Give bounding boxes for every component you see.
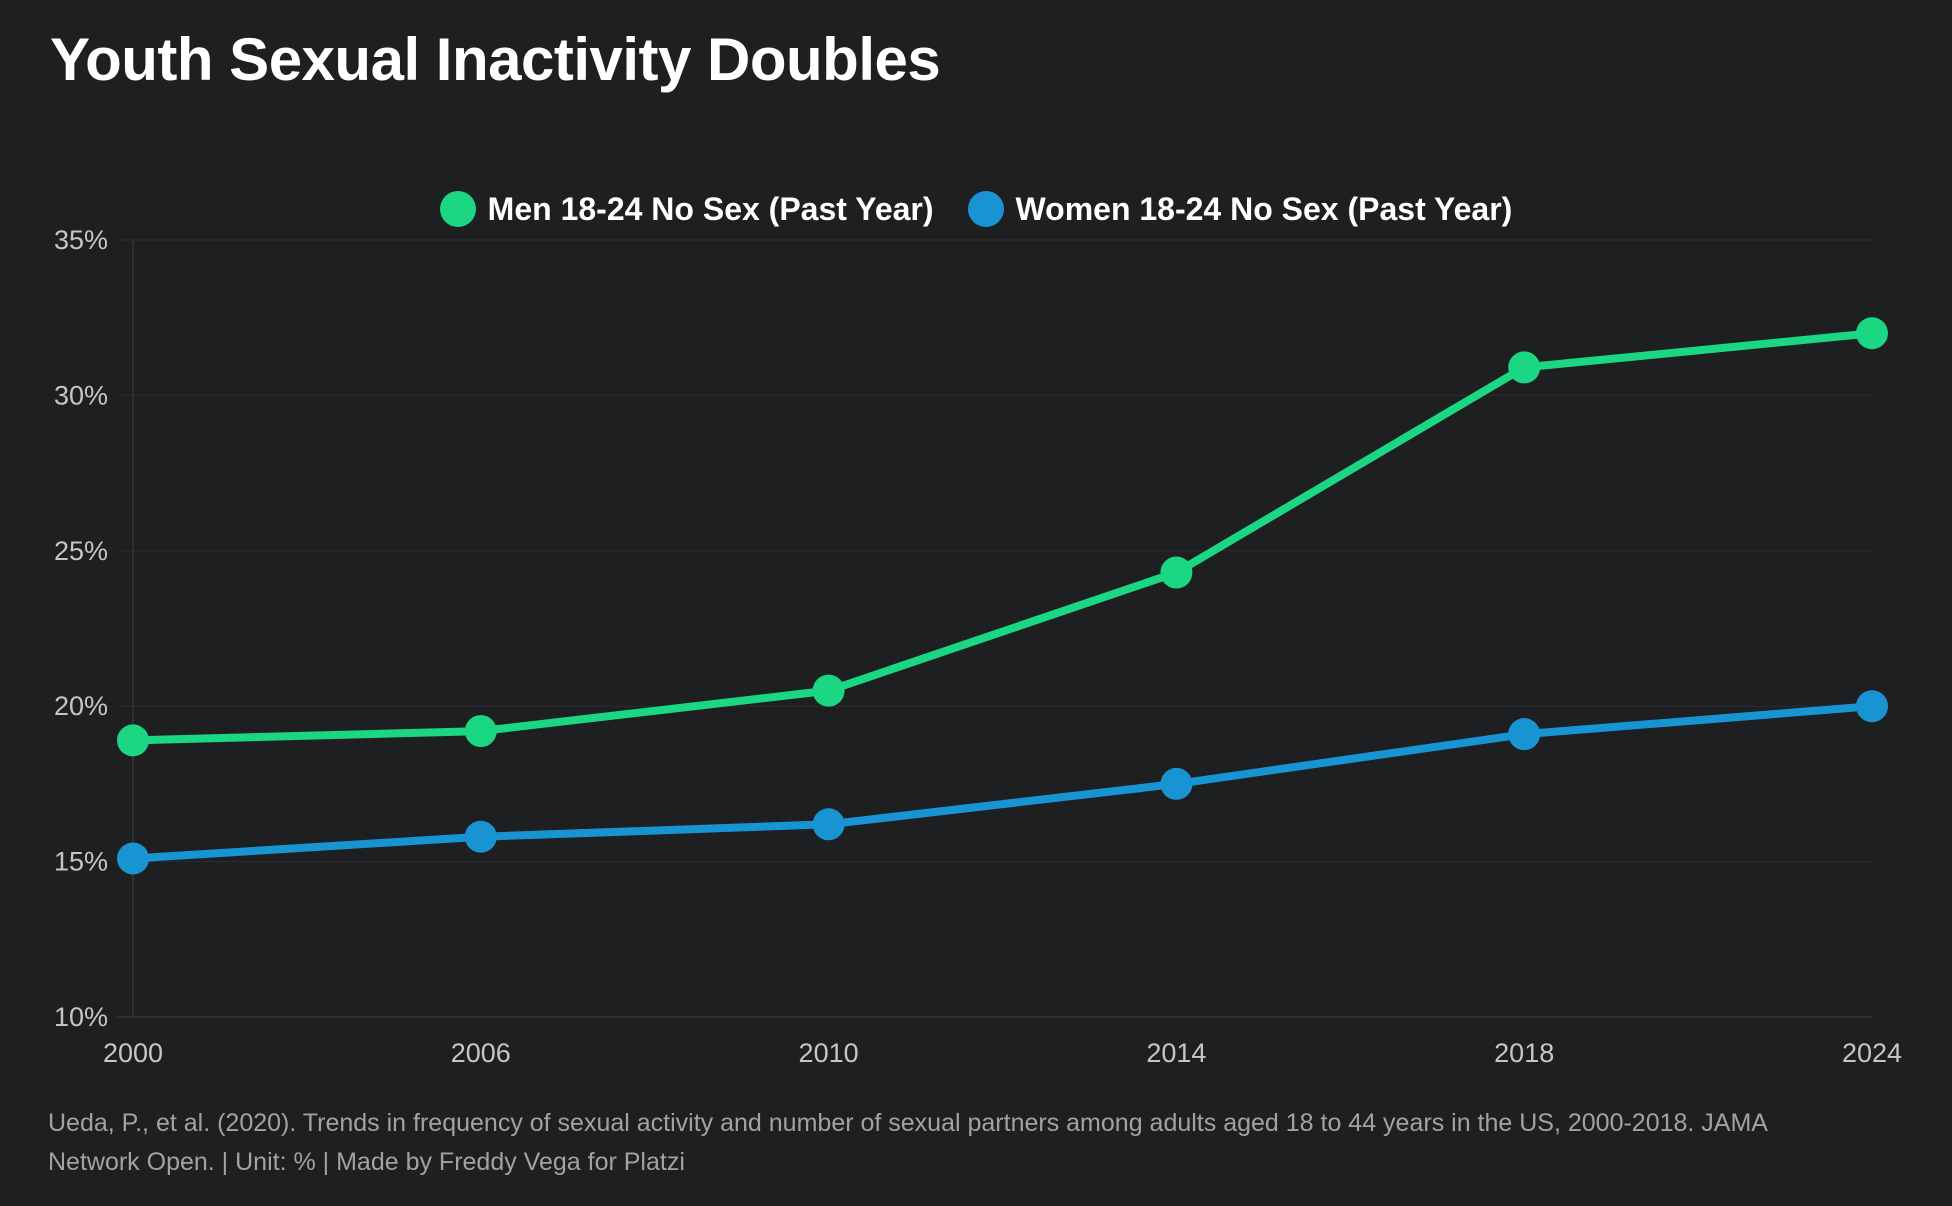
data-point-men-2014[interactable] (1160, 556, 1193, 589)
data-point-men-2000[interactable] (117, 724, 149, 757)
data-point-women-2000[interactable] (117, 842, 149, 875)
legend-marker-men-icon (439, 191, 476, 227)
legend-item-women[interactable]: Women 18-24 No Sex (Past Year) (967, 190, 1513, 228)
x-tick-label-2014: 2014 (1146, 1038, 1206, 1068)
y-tick-label-20: 20% (54, 691, 108, 721)
data-point-men-2006[interactable] (464, 715, 497, 748)
data-point-men-2018[interactable] (1508, 351, 1541, 384)
data-point-women-2010[interactable] (812, 808, 845, 841)
x-tick-label-2024: 2024 (1842, 1038, 1902, 1068)
x-tick-label-2010: 2010 (799, 1038, 859, 1068)
legend-marker-women-icon (967, 191, 1004, 227)
y-tick-label-35: 35% (54, 225, 108, 255)
y-tick-label-25: 25% (54, 536, 108, 566)
data-point-women-2006[interactable] (464, 820, 497, 853)
y-tick-label-10: 10% (54, 1002, 108, 1032)
chart-title: Youth Sexual Inactivity Doubles (50, 26, 941, 93)
series-line-men (129, 329, 1876, 745)
y-tick-label-15: 15% (54, 847, 108, 877)
legend-label-women: Women 18-24 No Sex (Past Year) (1015, 190, 1513, 227)
data-point-women-2014[interactable] (1160, 767, 1193, 800)
x-tick-label-2000: 2000 (103, 1038, 163, 1068)
x-tick-label-2018: 2018 (1494, 1038, 1554, 1068)
x-tick-label-2006: 2006 (451, 1038, 511, 1068)
data-point-women-2018[interactable] (1508, 718, 1541, 751)
chart-legend: Men 18-24 No Sex (Past Year) Women 18-24… (0, 186, 1952, 232)
data-point-men-2024[interactable] (1856, 317, 1888, 350)
source-note: Ueda, P., et al. (2020). Trends in frequ… (48, 1109, 1767, 1176)
y-tick-label-30: 30% (54, 380, 108, 410)
series-line-women (129, 702, 1876, 863)
data-point-men-2010[interactable] (812, 674, 845, 707)
data-point-women-2024[interactable] (1856, 690, 1888, 723)
legend-item-men[interactable]: Men 18-24 No Sex (Past Year) (439, 190, 934, 228)
legend-label-men: Men 18-24 No Sex (Past Year) (487, 190, 934, 227)
